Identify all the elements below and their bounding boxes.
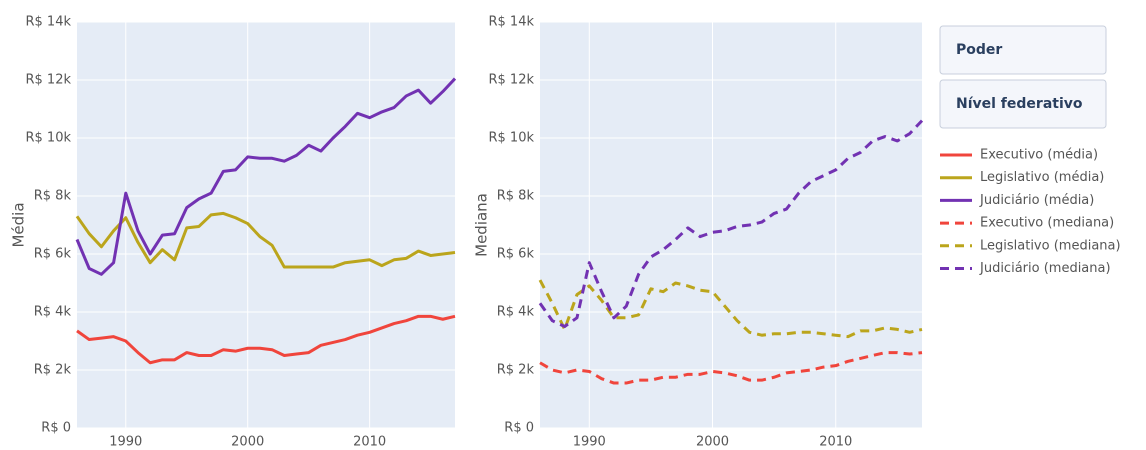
y-axis-title: Média	[10, 202, 28, 247]
y-tick-label: R$ 4k	[497, 305, 535, 320]
legend-label: Executivo (média)	[980, 148, 1098, 163]
y-tick-label: R$ 14k	[25, 15, 71, 30]
x-tick-label: 2010	[819, 435, 852, 450]
y-tick-label: R$ 0	[504, 421, 534, 436]
legend-label: Legislativo (média)	[980, 170, 1104, 185]
y-tick-label: R$ 2k	[497, 363, 535, 378]
series-line	[76, 314, 456, 365]
series-line	[538, 119, 924, 328]
legend: Executivo (média) Legislativo (média) Judi…	[940, 148, 1121, 276]
y-tick-label: R$ 6k	[497, 247, 535, 262]
plot-area	[77, 22, 455, 428]
button[interactable]: Poder	[939, 25, 1107, 75]
button-label[interactable]: Nível federativo	[956, 96, 1083, 112]
y-tick-label: R$ 10k	[25, 131, 71, 146]
y-tick-label: R$ 4k	[34, 305, 72, 320]
button-box[interactable]	[939, 25, 1107, 75]
y-tick-label: R$ 14k	[488, 15, 534, 30]
x-tick-label: 2010	[353, 435, 386, 450]
y-tick-label: R$ 0	[41, 421, 71, 436]
y-tick-label: R$ 12k	[25, 73, 71, 88]
plot-area	[540, 22, 922, 428]
series-line	[75, 211, 456, 269]
y-tick-label: R$ 8k	[34, 189, 72, 204]
x-tick-label: 1990	[109, 435, 142, 450]
legend-label: Executivo (mediana)	[980, 216, 1114, 231]
button-label[interactable]: Poder	[956, 42, 1002, 58]
x-tick-label: 1990	[573, 435, 606, 450]
y-tick-label: R$ 12k	[488, 73, 534, 88]
series-line	[539, 351, 923, 385]
y-tick-label: R$ 6k	[34, 247, 72, 262]
series-line	[75, 77, 457, 276]
legend-label: Judiciário (média)	[979, 193, 1094, 208]
y-tick-label: R$ 2k	[34, 363, 72, 378]
button[interactable]: Nível federativo	[939, 79, 1107, 129]
button-box[interactable]	[939, 79, 1107, 129]
y-axis-title: Mediana	[473, 193, 491, 257]
legend-label: Legislativo (mediana)	[980, 238, 1121, 253]
y-tick-label: R$ 10k	[488, 131, 534, 146]
legend-label: Judiciário (mediana)	[979, 261, 1111, 276]
y-tick-label: R$ 8k	[497, 189, 535, 204]
x-tick-label: 2000	[231, 435, 264, 450]
x-tick-label: 2000	[696, 435, 729, 450]
